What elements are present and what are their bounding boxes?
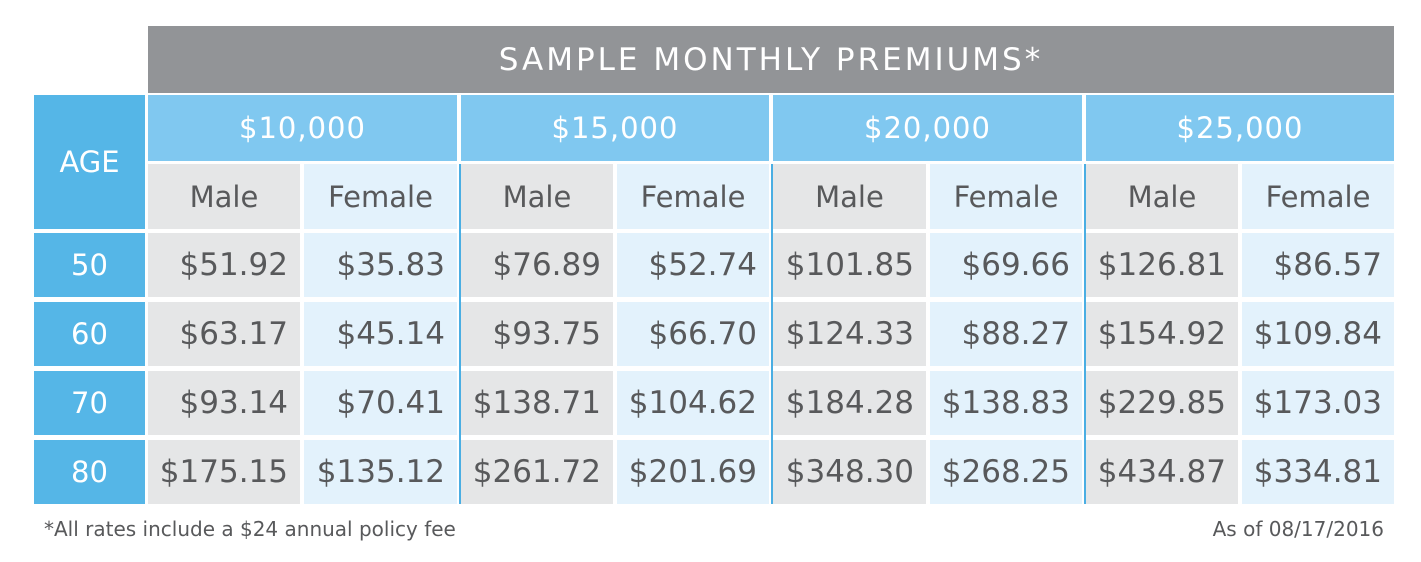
- premium-cell: $109.84: [1242, 302, 1394, 366]
- male-column-header: Male: [148, 164, 300, 229]
- as-of-date: As of 08/17/2016: [1212, 517, 1384, 541]
- group-divider: [771, 164, 773, 504]
- premium-cell: $184.28: [773, 371, 926, 435]
- age-row-label: 60: [34, 302, 145, 366]
- female-column-header: Female: [304, 164, 457, 229]
- premium-cell: $69.66: [930, 233, 1082, 297]
- group-divider: [459, 164, 461, 504]
- coverage-amount-header: $15,000: [461, 95, 769, 161]
- female-column-header: Female: [617, 164, 769, 229]
- table-title: SAMPLE MONTHLY PREMIUMS*: [148, 26, 1394, 93]
- premium-cell: $261.72: [461, 440, 613, 504]
- premium-cell: $104.62: [617, 371, 769, 435]
- premium-cell: $334.81: [1242, 440, 1394, 504]
- premium-cell: $154.92: [1086, 302, 1238, 366]
- male-column-header: Male: [461, 164, 613, 229]
- premium-cell: $268.25: [930, 440, 1082, 504]
- premium-cell: $52.74: [617, 233, 769, 297]
- premium-cell: $101.85: [773, 233, 926, 297]
- coverage-amount-header: $25,000: [1086, 95, 1394, 161]
- age-row-label: 70: [34, 371, 145, 435]
- premium-cell: $70.41: [304, 371, 457, 435]
- premium-cell: $35.83: [304, 233, 457, 297]
- premium-cell: $88.27: [930, 302, 1082, 366]
- premium-cell: $201.69: [617, 440, 769, 504]
- premium-cell: $86.57: [1242, 233, 1394, 297]
- female-column-header: Female: [930, 164, 1082, 229]
- premium-cell: $76.89: [461, 233, 613, 297]
- group-divider: [1084, 164, 1086, 504]
- premium-cell: $229.85: [1086, 371, 1238, 435]
- premium-cell: $173.03: [1242, 371, 1394, 435]
- premium-cell: $45.14: [304, 302, 457, 366]
- premium-cell: $126.81: [1086, 233, 1238, 297]
- premium-cell: $93.75: [461, 302, 613, 366]
- female-column-header: Female: [1242, 164, 1394, 229]
- premium-cell: $93.14: [148, 371, 300, 435]
- age-header: AGE: [34, 95, 145, 229]
- coverage-amount-header: $10,000: [148, 95, 457, 161]
- premium-cell: $66.70: [617, 302, 769, 366]
- age-row-label: 80: [34, 440, 145, 504]
- coverage-amount-header: $20,000: [773, 95, 1082, 161]
- premium-cell: $63.17: [148, 302, 300, 366]
- footnote: *All rates include a $24 annual policy f…: [44, 517, 456, 541]
- premium-cell: $434.87: [1086, 440, 1238, 504]
- premium-cell: $138.71: [461, 371, 613, 435]
- premium-cell: $124.33: [773, 302, 926, 366]
- premium-cell: $175.15: [148, 440, 300, 504]
- age-row-label: 50: [34, 233, 145, 297]
- male-column-header: Male: [1086, 164, 1238, 229]
- premium-cell: $51.92: [148, 233, 300, 297]
- premium-cell: $138.83: [930, 371, 1082, 435]
- male-column-header: Male: [773, 164, 926, 229]
- premium-cell: $135.12: [304, 440, 457, 504]
- premium-cell: $348.30: [773, 440, 926, 504]
